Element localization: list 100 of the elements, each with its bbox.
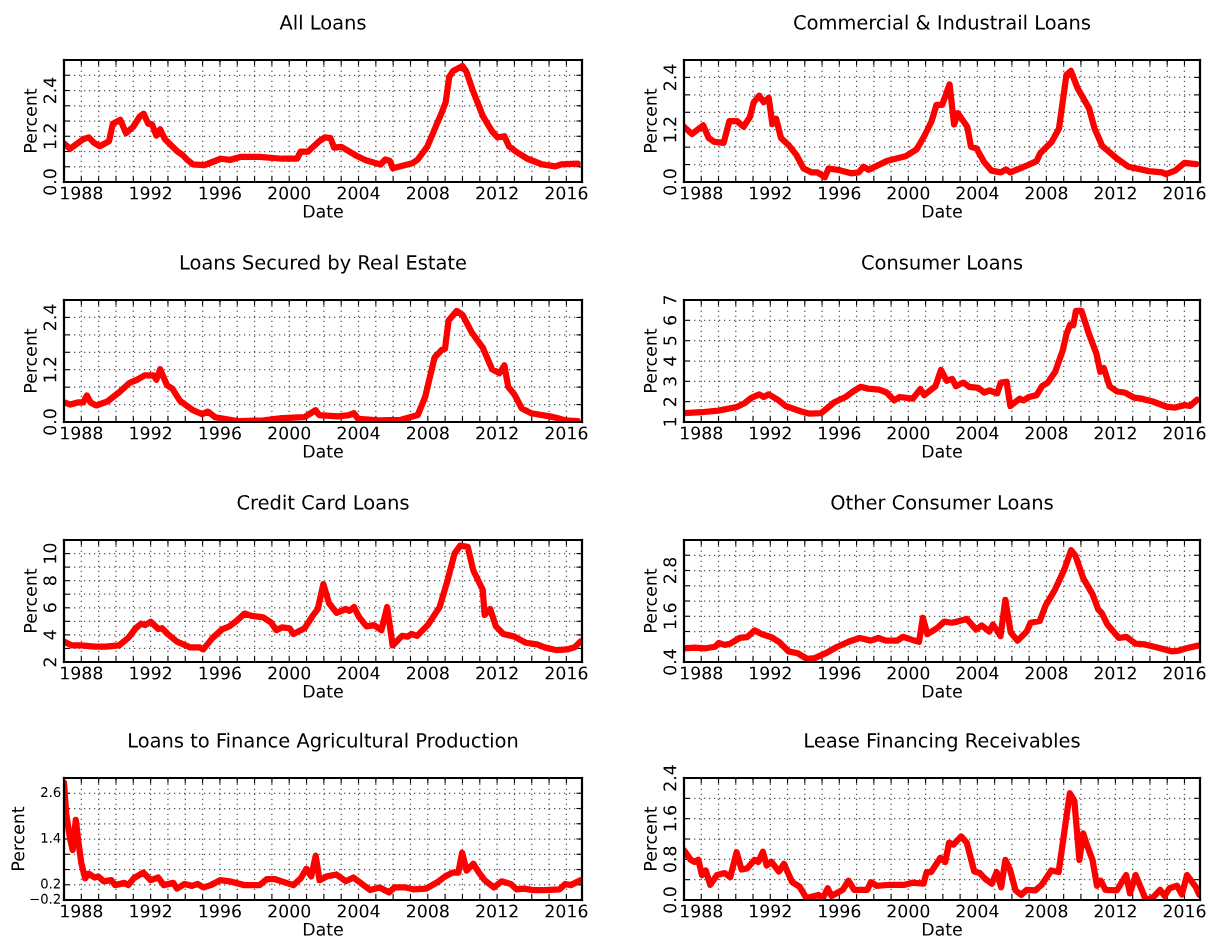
x-tick-label: 2012 (1094, 186, 1136, 200)
y-tick-label: 0.2 (41, 878, 60, 889)
x-tick-label: 2008 (406, 186, 449, 200)
y-tick-label: 1.6 (663, 603, 677, 629)
x-tick-label: 1996 (199, 186, 241, 200)
x-tick-label: 1996 (199, 666, 241, 680)
x-tick-label: 2000 (887, 904, 930, 918)
chart-title: Lease Financing Receivables (805, 732, 1080, 752)
x-tick-label: 2004 (337, 904, 380, 918)
y-tick-label: 4 (663, 356, 677, 366)
y-tick-label: 2.4 (663, 64, 677, 90)
y-tick-label: 7 (663, 295, 677, 305)
y-tick-label: 0.0 (663, 887, 677, 913)
x-axis-title: Date (922, 684, 962, 698)
x-tick-label: 2008 (406, 904, 449, 918)
chart-title: Commercial & Industrail Loans (794, 14, 1091, 30)
chart-title: All Loans (279, 14, 366, 30)
x-tick-label: 2008 (1025, 904, 1068, 918)
y-axis-title: Percent (11, 806, 25, 870)
y-tick-label: 1.4 (41, 833, 61, 843)
y-axis-title: Percent (643, 88, 657, 152)
y-tick-label: 10 (43, 543, 57, 563)
x-tick-label: 2012 (1094, 666, 1136, 680)
y-tick-label: 1 (663, 418, 677, 426)
x-tick-label: 2012 (476, 666, 518, 680)
y-tick-label: −0.2 (30, 893, 60, 904)
y-tick-label: 8 (43, 576, 57, 586)
x-tick-label: 1996 (819, 186, 861, 200)
chart-title: Consumer Loans (862, 255, 1023, 270)
x-tick-label: 2008 (1025, 186, 1068, 200)
x-tick-label: 1988 (681, 904, 723, 918)
x-tick-label: 2004 (337, 426, 380, 440)
y-axis-title: Percent (23, 328, 37, 392)
y-tick-label: 1.2 (663, 117, 677, 142)
x-tick-label: 2000 (268, 904, 311, 918)
y-tick-label: 6 (43, 603, 57, 613)
x-axis-title: Date (303, 922, 343, 936)
y-tick-label: 0.0 (43, 409, 57, 435)
y-axis-title: Percent (23, 88, 37, 152)
x-tick-label: 2000 (268, 186, 311, 200)
x-axis-title: Date (922, 444, 962, 458)
x-tick-label: 1992 (750, 426, 791, 440)
x-tick-label: 1988 (681, 186, 723, 200)
x-tick-label: 1992 (130, 186, 171, 200)
y-tick-label: 1.6 (663, 805, 677, 831)
x-tick-label: 1988 (61, 426, 103, 440)
y-tick-label: 3 (663, 377, 677, 386)
x-axis-title: Date (303, 684, 343, 698)
x-tick-label: 2012 (476, 186, 518, 200)
x-tick-label: 1988 (61, 904, 103, 918)
x-tick-label: 2016 (1163, 904, 1206, 918)
y-tick-label: 2 (43, 658, 57, 667)
chart-title: Loans Secured by Real Estate (180, 254, 466, 274)
x-tick-label: 1988 (681, 666, 723, 680)
y-tick-label: 0.4 (663, 649, 677, 675)
x-tick-label: 1988 (681, 426, 723, 440)
x-tick-label: 2016 (1163, 426, 1206, 440)
x-tick-label: 2008 (406, 666, 449, 680)
x-tick-label: 1988 (61, 186, 103, 200)
x-tick-label: 2016 (1163, 666, 1206, 680)
x-tick-label: 1996 (819, 426, 861, 440)
x-tick-label: 2004 (956, 666, 999, 680)
x-tick-label: 2000 (268, 426, 311, 440)
x-tick-label: 1992 (750, 186, 791, 200)
y-tick-label: 2.6 (41, 787, 61, 798)
y-tick-label: 2.4 (43, 304, 57, 330)
y-tick-label: 2 (663, 397, 677, 406)
x-tick-label: 2008 (1025, 426, 1068, 440)
x-tick-label: 2000 (887, 426, 930, 440)
x-tick-label: 2016 (545, 186, 588, 200)
x-axis-title: Date (922, 204, 962, 218)
chart-title: Credit Card Loans (237, 494, 409, 510)
x-tick-label: 2004 (337, 186, 380, 200)
y-tick-label: 5 (663, 336, 677, 345)
x-tick-label: 1988 (61, 666, 103, 680)
x-tick-label: 1992 (130, 666, 171, 680)
y-tick-label: 0.0 (43, 169, 57, 195)
y-tick-label: 2.4 (663, 765, 677, 791)
x-tick-label: 1996 (819, 904, 861, 918)
x-tick-label: 2004 (956, 426, 999, 440)
y-axis-title: Percent (643, 568, 657, 632)
x-tick-label: 2004 (956, 904, 999, 918)
y-tick-label: 4 (43, 630, 57, 640)
y-tick-label: 1.2 (43, 124, 57, 149)
x-tick-label: 2012 (476, 426, 518, 440)
x-tick-label: 2000 (887, 186, 930, 200)
x-tick-label: 2012 (476, 904, 518, 918)
x-tick-label: 2012 (1094, 904, 1136, 918)
x-tick-label: 1996 (199, 904, 241, 918)
x-tick-label: 2016 (1163, 186, 1206, 200)
x-tick-label: 1992 (130, 426, 171, 440)
y-tick-label: 2.4 (43, 77, 57, 104)
x-tick-label: 1992 (750, 904, 791, 918)
x-tick-label: 2000 (268, 666, 311, 680)
x-axis-title: Date (303, 204, 343, 218)
x-tick-label: 2008 (1025, 666, 1068, 680)
y-tick-label: 0.0 (663, 169, 677, 195)
x-tick-label: 1996 (819, 666, 861, 680)
y-axis-title: Percent (23, 568, 37, 632)
x-tick-label: 2004 (337, 666, 380, 680)
